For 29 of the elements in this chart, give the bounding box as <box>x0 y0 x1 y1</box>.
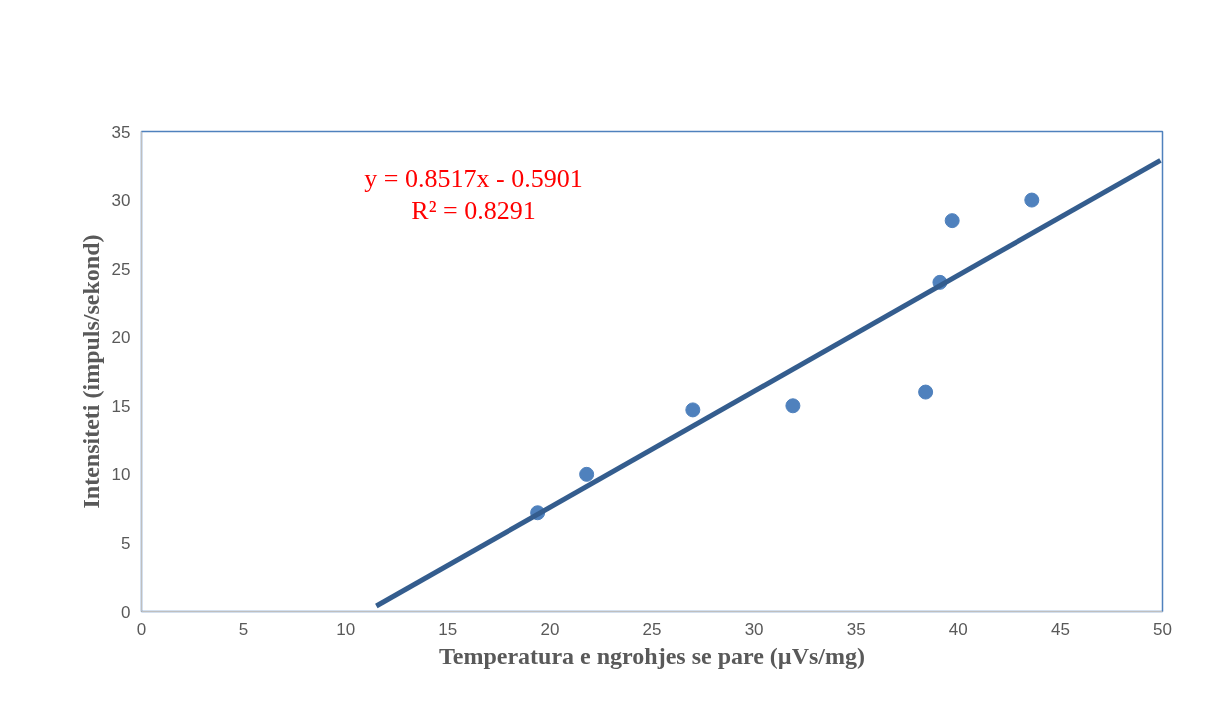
point <box>785 398 801 414</box>
y-tick-label: 30 <box>111 191 131 211</box>
point <box>944 213 960 229</box>
x-tick-label: 0 <box>136 619 147 639</box>
y-tick-label: 20 <box>111 328 131 348</box>
x-tick-label: 20 <box>540 619 560 639</box>
annotation: R² = 0.8291 <box>411 196 536 225</box>
y-tick-label: 15 <box>111 396 131 416</box>
x-tick-label: 40 <box>948 619 968 639</box>
x-axis-title: Temperatura e ngrohjes se pare (µVs/mg) <box>439 642 865 669</box>
x-tick-label: 5 <box>238 619 249 639</box>
point <box>685 402 701 418</box>
y-tick-label: 10 <box>111 465 131 485</box>
x-tick-label: 45 <box>1050 619 1070 639</box>
y-tick-label: 25 <box>111 259 131 279</box>
point <box>579 466 595 482</box>
y-tick-label: 35 <box>111 122 131 142</box>
x-tick-label: 10 <box>336 619 356 639</box>
x-tick-label: 25 <box>642 619 662 639</box>
y-tick-label: 0 <box>121 602 131 622</box>
annotation: y = 0.8517x - 0.5901 <box>364 164 583 193</box>
point <box>918 384 934 400</box>
x-tick-label: 50 <box>1153 619 1172 639</box>
y-axis-title: Intensiteti (impuls/sekond) <box>77 234 104 509</box>
x-tick-label: 15 <box>438 619 458 639</box>
point <box>1024 192 1040 208</box>
x-tick-label: 35 <box>846 619 866 639</box>
y-tick-label: 5 <box>121 533 131 553</box>
x-tick-label: 30 <box>744 619 764 639</box>
